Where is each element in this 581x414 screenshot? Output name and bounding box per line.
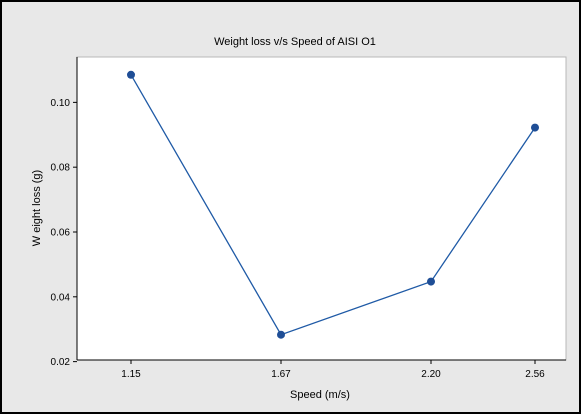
y-axis-label: W eight loss (g): [31, 170, 43, 246]
data-point: [531, 123, 539, 132]
x-tick-label: 1.15: [121, 369, 141, 380]
x-tick-label: 1.67: [271, 369, 291, 380]
y-tick-label: 0.10: [51, 98, 71, 109]
data-point: [277, 330, 285, 339]
data-point: [127, 70, 135, 79]
y-tick-label: 0.04: [51, 292, 71, 303]
y-tick-label: 0.02: [51, 357, 71, 368]
x-axis-label: Speed (m/s): [290, 389, 350, 401]
x-tick-label: 2.20: [421, 369, 441, 380]
y-tick-label: 0.06: [51, 227, 71, 238]
chart-title: Weight loss v/s Speed of AISI O1: [214, 36, 376, 48]
data-point: [427, 277, 435, 286]
y-tick-label: 0.08: [51, 163, 71, 174]
series-layer: [127, 70, 539, 339]
series-line: [130, 74, 536, 336]
x-tick-label: 2.56: [525, 369, 545, 380]
plot-area: [76, 56, 567, 361]
ticks-layer: 0.02 0.04 0.06 0.08 0.10 1.15 1.67 2.20 2.56: [51, 98, 546, 380]
